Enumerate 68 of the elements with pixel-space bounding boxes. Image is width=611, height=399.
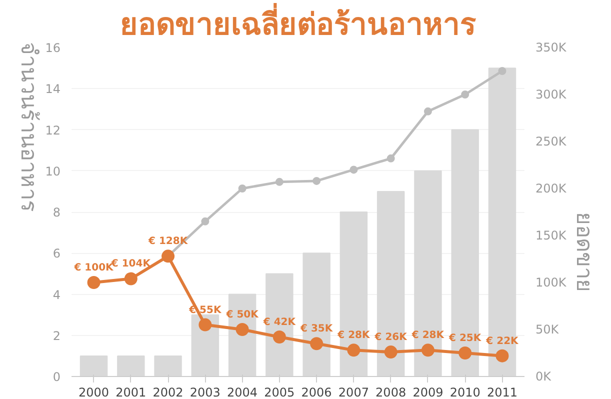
y2-tick-label: 0K xyxy=(536,370,552,384)
data-label: € 35K xyxy=(300,324,334,335)
y-tick-label: 0 xyxy=(52,370,61,384)
bar xyxy=(154,355,182,376)
x-tick-label: 2004 xyxy=(227,386,258,399)
y2-tick-label: 250K xyxy=(536,134,568,148)
point xyxy=(384,346,398,359)
data-label: € 22K xyxy=(485,336,520,347)
x-tick-label: 2009 xyxy=(412,386,444,399)
y-tick-label: 4 xyxy=(52,288,61,302)
data-label: € 26K xyxy=(374,332,408,344)
point xyxy=(162,250,175,263)
point xyxy=(312,176,321,185)
point xyxy=(496,349,509,362)
y-tick-label: 8 xyxy=(52,206,61,220)
data-label: € 28K xyxy=(336,330,371,342)
point xyxy=(461,90,470,98)
data-label: € 50K xyxy=(225,310,260,320)
point xyxy=(238,184,246,192)
point xyxy=(350,166,358,174)
point xyxy=(386,154,395,162)
point xyxy=(310,337,324,350)
point xyxy=(275,178,284,186)
x-tick-label: 2006 xyxy=(301,386,332,399)
y-tick-label: 16 xyxy=(45,41,61,55)
x-tick-label: 2001 xyxy=(116,386,146,399)
bar xyxy=(117,355,145,376)
x-tick-label: 2010 xyxy=(450,386,480,399)
point xyxy=(87,276,100,289)
x-tick-label: 2003 xyxy=(190,386,220,399)
data-label: € 42K xyxy=(262,317,297,328)
x-tick-label: 2008 xyxy=(376,386,406,399)
point xyxy=(272,330,286,344)
data-label: € 28K xyxy=(410,330,446,342)
x-tick-label: 2005 xyxy=(264,386,295,399)
bar xyxy=(376,190,405,376)
point xyxy=(347,344,360,357)
point xyxy=(421,344,434,357)
y-axis-title: จำนวนร้านอาหาร xyxy=(16,42,41,212)
point xyxy=(198,318,212,332)
x-tick-label: 2000 xyxy=(78,386,110,399)
point xyxy=(424,107,432,116)
y2-tick-label: 300K xyxy=(536,88,568,102)
point xyxy=(124,272,138,286)
chart-title: ยอดขายเฉลี่ยต่อร้านอาหาร xyxy=(120,2,476,42)
bar xyxy=(340,212,368,376)
y2-tick-label: 150K xyxy=(536,228,568,242)
y-tick-label: 14 xyxy=(45,82,61,96)
y-tick-label: 6 xyxy=(52,246,61,261)
point xyxy=(498,67,506,75)
y2-tick-label: 200K xyxy=(536,182,568,196)
data-label: € 25K xyxy=(448,333,482,344)
point xyxy=(236,323,249,336)
data-label: € 128K xyxy=(148,236,189,248)
y-tick-label: 12 xyxy=(45,123,61,138)
x-tick-label: 2002 xyxy=(152,386,184,399)
bar xyxy=(80,355,108,376)
y-tick-label: 2 xyxy=(52,328,61,343)
x-tick-label: 2011 xyxy=(486,386,518,399)
x-tick-label: 2007 xyxy=(338,386,369,399)
y2-tick-label: 100K xyxy=(536,276,568,290)
y2-tick-label: 50K xyxy=(536,322,560,336)
y-tick-label: 10 xyxy=(45,164,61,178)
point xyxy=(201,217,210,226)
y2-tick-label: 350K xyxy=(536,40,568,54)
y2-axis-title: ยอดขาย xyxy=(570,212,596,292)
bar xyxy=(488,68,516,376)
point xyxy=(458,346,472,360)
